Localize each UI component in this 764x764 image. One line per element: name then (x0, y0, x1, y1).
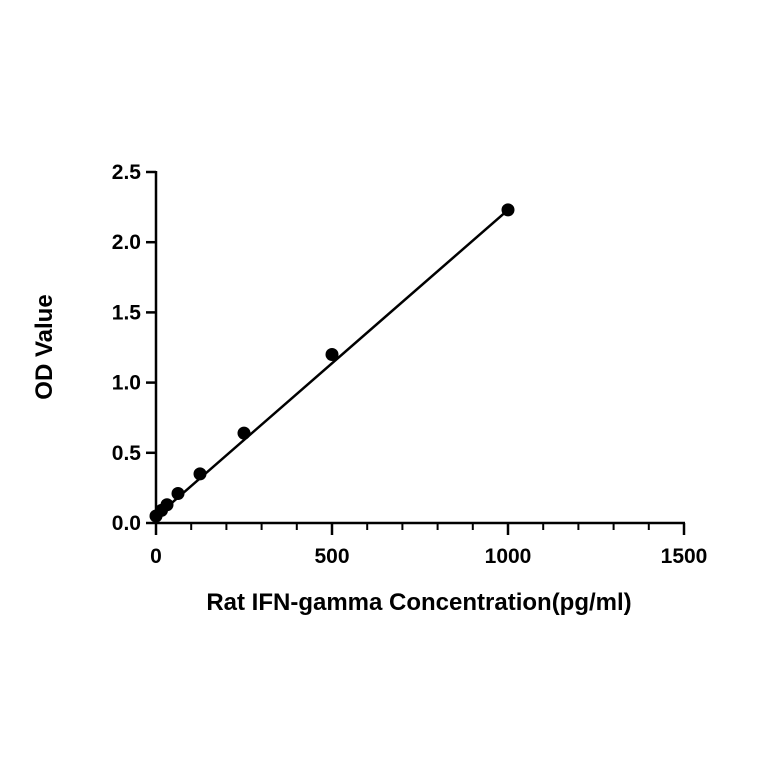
data-point (171, 487, 185, 501)
data-point (501, 203, 515, 217)
x-tick-label: 0 (150, 545, 162, 568)
plot-area (149, 203, 515, 523)
fit-line (155, 208, 509, 518)
data-point (325, 348, 339, 362)
y-tick-label: 0.5 (112, 442, 142, 465)
x-tick-label: 1500 (661, 545, 708, 568)
x-tick-label: 1000 (485, 545, 532, 568)
y-tick-label: 2.0 (112, 231, 141, 254)
x-tick-label: 500 (314, 545, 349, 568)
y-tick-label: 1.0 (112, 372, 141, 395)
data-point (160, 498, 174, 512)
data-point (193, 467, 207, 481)
y-tick-label: 2.5 (112, 161, 142, 184)
data-point (237, 426, 251, 440)
x-axis-title: Rat IFN-gamma Concentration(pg/ml) (206, 589, 631, 616)
y-tick-label: 1.5 (112, 301, 142, 324)
axes: 0.0 0.5 1.0 1.5 2.0 2.5 0 500 1000 1500 (112, 161, 708, 568)
y-tick-label: 0.0 (112, 512, 141, 535)
y-axis-title: OD Value (31, 294, 58, 399)
